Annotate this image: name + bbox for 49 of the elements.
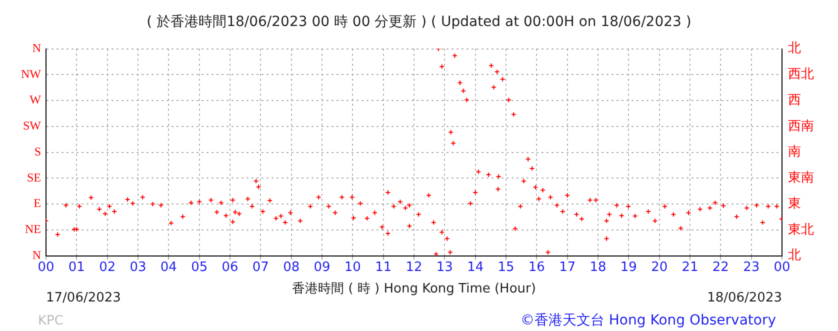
x-tick-label: 05 [191,260,208,275]
x-tick-label: 06 [222,260,238,275]
text: NW [21,66,42,81]
x-tick-label: 04 [160,260,177,275]
x-tick-label: 14 [467,260,484,275]
text: N [32,248,42,262]
text: 西北 [788,67,814,82]
x-tick-label: 15 [498,260,514,275]
x-tick-label: 22 [712,260,729,275]
chart-title: ( 於香港時間18/06/2023 00 時 00 分更新 ) ( Updated at 00:00H on 18/06/2023 ) [146,14,692,30]
x-tick-label: 03 [130,260,146,275]
x-tick-label: 17 [559,260,576,275]
x-axis-title: 香港時間 ( 時 ) Hong Kong Time (Hour) [292,282,536,297]
text: 18/06/2023 [707,290,782,306]
x-tick-label: 01 [68,260,85,275]
x-tick-label: 18 [590,260,606,275]
text: ©香港天文台 Hong Kong Observatory [520,312,776,329]
text: SE [26,170,41,184]
x-tick-label: 07 [252,260,269,275]
text: NE [25,222,41,236]
text: 南 [788,144,801,160]
x-tick-label: 00 [774,260,790,275]
text: KPC [38,313,64,328]
text: E [34,196,41,210]
text: 西 [788,92,801,108]
x-tick-label: 13 [436,260,453,275]
x-tick-label: 12 [406,260,422,275]
x-tick-label: 21 [682,260,698,275]
text: SW [23,118,42,133]
x-tick-label: 20 [651,260,668,275]
text: 東 [788,196,801,212]
x-tick-label: 08 [283,260,300,275]
x-tick-label: 10 [344,260,361,275]
text: 東北 [788,222,814,238]
x-tick-label: 02 [99,260,116,275]
x-tick-label: 00 [38,260,54,275]
text: N [32,40,42,55]
text: 17/06/2023 [46,290,121,306]
text: S [34,144,41,158]
text: 北 [788,41,801,56]
x-tick-label: 19 [620,260,637,275]
x-tick-label: 09 [314,260,330,275]
x-tick-label: 16 [528,260,545,275]
text: 東南 [788,170,814,186]
text: W [30,92,42,107]
text: 北 [788,248,801,264]
x-tick-label: 23 [743,260,760,275]
text: 西南 [788,118,814,134]
x-tick-label: 11 [375,260,392,275]
